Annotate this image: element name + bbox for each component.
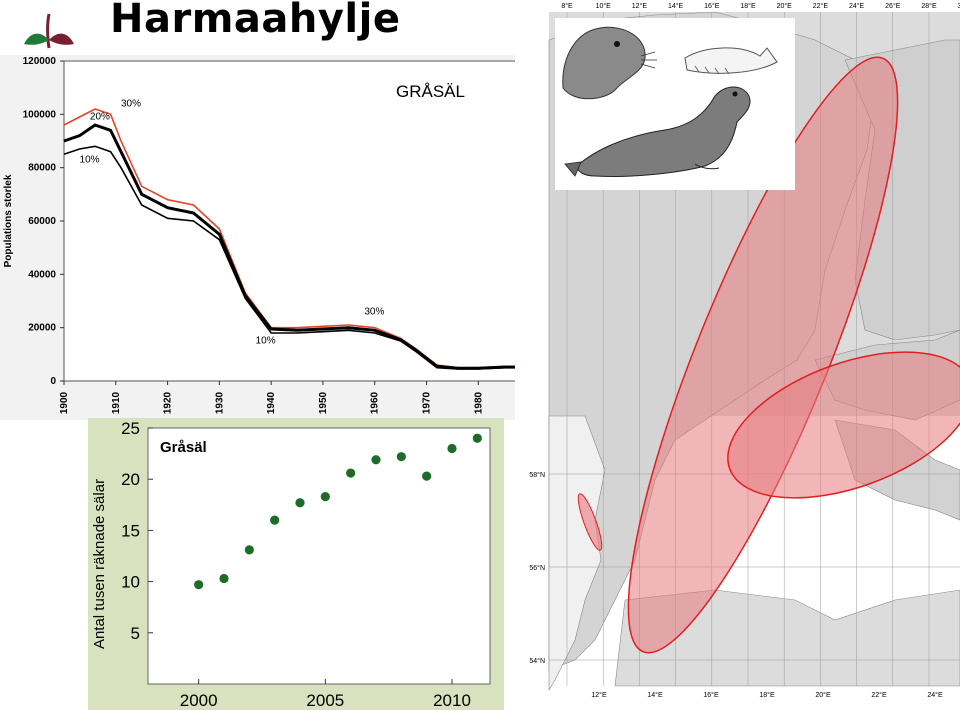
chart-title: Gråsäl — [160, 439, 207, 456]
latitude-label: 54°N — [529, 657, 545, 665]
longitude-label: 26°E — [885, 2, 901, 10]
longitude-label: 20°E — [815, 691, 831, 699]
y-tick-label: 80000 — [28, 163, 56, 174]
x-tick-label: 1960 — [370, 391, 381, 414]
logo-icon — [24, 13, 74, 49]
y-tick-label: 120000 — [23, 56, 57, 67]
y-tick-label: 0 — [50, 376, 56, 387]
range-kattegat — [577, 493, 603, 551]
chart-title: GRÅSÄL — [396, 82, 465, 101]
data-point — [422, 471, 432, 481]
longitude-label: 24°E — [849, 2, 865, 10]
data-point — [219, 573, 229, 584]
line-label: 10% — [80, 154, 100, 165]
y-tick-label: 25 — [121, 419, 140, 438]
x-tick-label: 1970 — [422, 391, 433, 414]
data-point — [472, 433, 482, 443]
y-tick-label: 40000 — [28, 269, 56, 280]
seal-count-chart: 5 10 15 20 25 2000 2005 2010 Gråsäl Antal tuse… — [88, 418, 504, 710]
longitude-label: 24°E — [927, 691, 943, 699]
y-axis-label: Populations storlek — [3, 174, 14, 267]
line-label: 30% — [121, 98, 141, 109]
x-tick-label: 1940 — [266, 391, 277, 414]
y-tick-label: 5 — [131, 624, 140, 643]
x-tick-label: 1980 — [473, 391, 484, 414]
page-title: Harmaahylje — [110, 0, 401, 42]
y-tick-label: 10 — [121, 573, 140, 592]
y-tick-label: 100000 — [23, 109, 57, 120]
y-axis-label: Antal tusen räknade sälar — [91, 479, 108, 649]
grey-seal-icon — [564, 86, 751, 178]
longitude-label: 18°E — [740, 2, 756, 10]
longitude-label: 16°E — [704, 2, 720, 10]
x-tick-label: 2010 — [433, 691, 471, 710]
longitude-label: 12°E — [591, 691, 607, 699]
longitude-label: 8°E — [561, 2, 573, 10]
data-point — [371, 455, 381, 465]
line-label: 30% — [364, 306, 384, 317]
longitude-label: 20°E — [777, 2, 793, 10]
seal-illustration — [555, 18, 795, 190]
series-line-10pct — [63, 145, 556, 370]
x-tick-label: 1900 — [59, 391, 70, 414]
data-point — [320, 492, 330, 502]
data-point — [270, 515, 280, 525]
x-tick-label: 1950 — [318, 391, 329, 414]
longitude-label: 10°E — [596, 2, 612, 10]
longitude-label: 16°E — [703, 691, 719, 699]
range-gulf-of-finland — [727, 351, 960, 499]
data-point — [194, 580, 204, 590]
data-point — [396, 452, 406, 462]
x-tick-label: 1910 — [111, 391, 122, 414]
longitude-label: 22°E — [871, 691, 887, 699]
seal-skull-icon — [684, 47, 778, 75]
longitude-label: 18°E — [759, 691, 775, 699]
y-tick-label: 60000 — [28, 216, 56, 227]
x-tick-label: 2000 — [180, 691, 218, 710]
data-point — [295, 498, 305, 508]
longitude-label: 22°E — [813, 2, 829, 10]
data-point — [244, 545, 254, 555]
longitude-label: 30°E — [958, 2, 960, 10]
longitude-label: 14°E — [668, 2, 684, 10]
x-tick-label: 1920 — [163, 391, 174, 414]
data-point — [346, 468, 356, 478]
y-tick-label: 15 — [121, 521, 140, 540]
latitude-label: 56°N — [529, 564, 545, 572]
y-tick-label: 20000 — [28, 323, 56, 334]
line-label: 20% — [90, 112, 110, 123]
longitude-label: 14°E — [647, 691, 663, 699]
longitude-label: 28°E — [921, 2, 937, 10]
longitude-label: 12°E — [632, 2, 648, 10]
grey-seal-head-icon — [562, 26, 657, 100]
data-point — [447, 443, 457, 454]
series-line-20pct — [63, 123, 556, 370]
latitude-label: 58°N — [529, 471, 545, 479]
y-tick-label: 20 — [121, 470, 140, 489]
line-label: 10% — [256, 336, 276, 347]
x-tick-label: 1930 — [214, 391, 225, 414]
population-history-chart: 0 20000 40000 60000 80000 100000 120000 1900 19… — [0, 55, 560, 420]
x-tick-label: 2005 — [306, 691, 344, 710]
